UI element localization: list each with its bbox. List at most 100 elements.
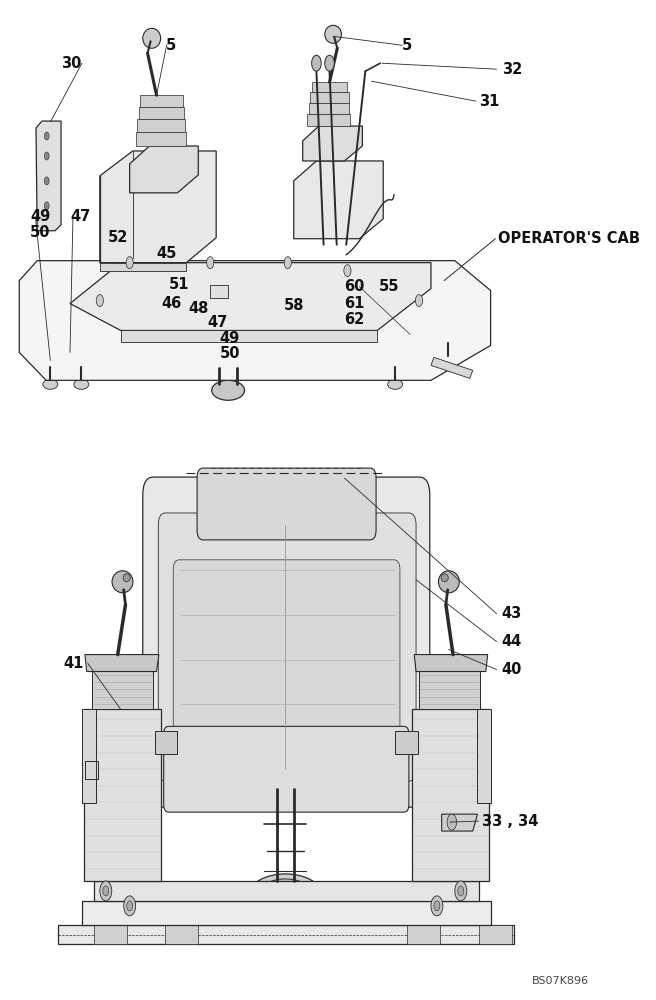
Polygon shape [412, 709, 489, 881]
Text: 49: 49 [30, 209, 51, 224]
FancyBboxPatch shape [173, 560, 400, 764]
Ellipse shape [41, 343, 60, 361]
Polygon shape [407, 925, 440, 944]
Ellipse shape [269, 885, 302, 903]
Ellipse shape [432, 314, 463, 343]
Ellipse shape [438, 320, 457, 337]
Text: BS07K896: BS07K896 [532, 976, 589, 986]
Polygon shape [94, 881, 479, 901]
Ellipse shape [123, 574, 131, 582]
Text: 31: 31 [479, 94, 499, 109]
Ellipse shape [388, 379, 403, 389]
Text: 5: 5 [402, 38, 412, 53]
Text: 60: 60 [344, 279, 364, 294]
Text: 51: 51 [169, 277, 190, 292]
Ellipse shape [441, 574, 448, 582]
Polygon shape [121, 330, 377, 342]
Ellipse shape [72, 343, 91, 361]
Polygon shape [310, 92, 348, 103]
Circle shape [447, 814, 457, 830]
Ellipse shape [143, 28, 161, 48]
Polygon shape [414, 655, 487, 672]
Circle shape [100, 881, 112, 901]
Text: 52: 52 [108, 230, 128, 245]
Polygon shape [70, 263, 431, 330]
Ellipse shape [258, 879, 312, 909]
Text: 33 , 34: 33 , 34 [482, 814, 538, 829]
Ellipse shape [380, 337, 411, 367]
Text: 44: 44 [501, 634, 522, 649]
Polygon shape [155, 731, 177, 754]
Polygon shape [85, 655, 159, 672]
Text: 30: 30 [62, 56, 82, 71]
Text: 47: 47 [70, 209, 91, 224]
Circle shape [126, 257, 133, 269]
Polygon shape [84, 709, 161, 881]
Circle shape [124, 896, 136, 916]
Polygon shape [312, 82, 348, 92]
Text: 46: 46 [161, 296, 182, 311]
Polygon shape [395, 731, 418, 754]
Ellipse shape [444, 325, 451, 332]
Circle shape [96, 295, 104, 307]
Ellipse shape [243, 279, 272, 303]
Polygon shape [210, 285, 228, 298]
Circle shape [45, 202, 49, 210]
Polygon shape [302, 126, 362, 161]
Circle shape [434, 901, 440, 911]
Circle shape [344, 265, 351, 277]
FancyBboxPatch shape [158, 513, 416, 781]
Ellipse shape [212, 380, 245, 400]
Ellipse shape [78, 349, 85, 356]
Text: 43: 43 [501, 606, 522, 621]
Text: 62: 62 [344, 312, 364, 327]
Circle shape [45, 177, 49, 185]
Circle shape [45, 152, 49, 160]
Polygon shape [477, 709, 491, 803]
Polygon shape [441, 814, 478, 831]
Polygon shape [100, 263, 186, 271]
Polygon shape [94, 925, 127, 944]
Text: 55: 55 [379, 279, 399, 294]
Ellipse shape [215, 340, 241, 364]
Circle shape [455, 881, 467, 901]
Polygon shape [82, 901, 491, 925]
Text: 45: 45 [157, 246, 177, 261]
Text: 50: 50 [220, 346, 240, 361]
Polygon shape [36, 121, 61, 231]
Text: 50: 50 [30, 225, 51, 240]
Polygon shape [431, 357, 473, 378]
Polygon shape [100, 151, 216, 263]
Polygon shape [309, 103, 349, 114]
Text: 49: 49 [220, 331, 240, 346]
Polygon shape [165, 925, 198, 944]
Ellipse shape [66, 337, 97, 367]
Polygon shape [140, 95, 184, 107]
Text: 40: 40 [501, 662, 522, 677]
Text: 41: 41 [64, 656, 84, 671]
Circle shape [284, 257, 291, 269]
Text: 48: 48 [188, 301, 209, 316]
Ellipse shape [74, 379, 89, 389]
Circle shape [207, 257, 214, 269]
Ellipse shape [210, 336, 246, 368]
Circle shape [45, 132, 49, 140]
Ellipse shape [325, 25, 342, 43]
Polygon shape [138, 107, 184, 119]
Polygon shape [130, 146, 198, 193]
Polygon shape [307, 114, 350, 126]
Polygon shape [92, 670, 153, 709]
Circle shape [325, 55, 335, 71]
Circle shape [415, 295, 422, 307]
Circle shape [103, 886, 109, 896]
Text: 47: 47 [207, 315, 228, 330]
Ellipse shape [438, 571, 459, 593]
Circle shape [312, 55, 321, 71]
Text: OPERATOR'S CAB: OPERATOR'S CAB [498, 231, 640, 246]
FancyBboxPatch shape [197, 468, 376, 540]
Ellipse shape [249, 874, 321, 914]
Circle shape [458, 886, 464, 896]
Ellipse shape [392, 349, 399, 356]
FancyBboxPatch shape [164, 726, 409, 812]
Text: 61: 61 [344, 296, 364, 311]
